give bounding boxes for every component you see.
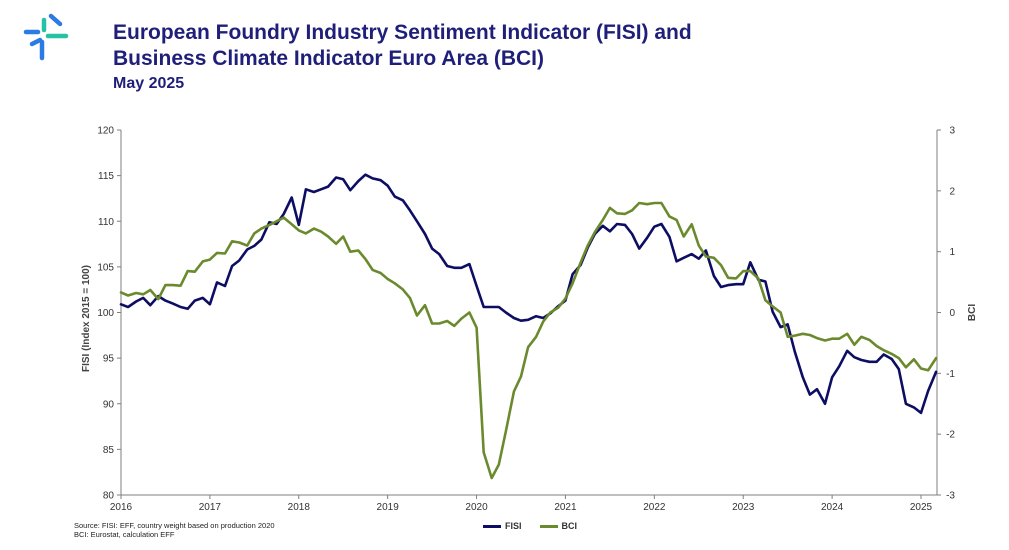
logo-stroke-5	[29, 37, 43, 47]
x-tick-label: 2016	[110, 502, 133, 513]
y-left-tick-label: 105	[97, 262, 114, 273]
source-note: Source: FISI: EFF, country weight based …	[74, 521, 275, 539]
x-tick-label: 2022	[643, 502, 666, 513]
chart-legend: FISI BCI	[483, 521, 595, 531]
y-left-tick-label: 90	[103, 399, 115, 410]
y-right-tick-label: 2	[949, 186, 955, 197]
y-left-tick-label: 95	[103, 354, 115, 365]
title-block: European Foundry Industry Sentiment Indi…	[113, 20, 692, 95]
x-tick-label: 2020	[465, 502, 488, 513]
x-tick-label: 2019	[377, 502, 400, 513]
legend-item-bci: BCI	[539, 521, 578, 531]
x-tick-label: 2024	[821, 502, 844, 513]
y-right-tick-label: -2	[946, 430, 955, 441]
legend-item-fisi: FISI	[483, 521, 522, 531]
y-axis-right-label: BCI	[967, 304, 978, 321]
y-axis-left-label: FISI (Index 2015 = 100)	[81, 265, 92, 372]
series-line-bci	[119, 201, 938, 480]
chart-title-line-2: Business Climate Indicator Euro Area (BC…	[113, 47, 544, 70]
y-left-tick-label: 80	[103, 491, 115, 502]
logo-stroke-2	[48, 13, 63, 27]
y-right-tick-label: 1	[949, 247, 955, 258]
legend-label-fisi: FISI	[505, 521, 522, 531]
x-tick-label: 2025	[910, 502, 933, 513]
x-tick-label: 2017	[199, 502, 222, 513]
y-right-tick-label: 3	[949, 126, 955, 137]
source-line-2: BCI: Eurostat, calculation EFF	[74, 530, 175, 539]
x-tick-label: 2018	[288, 502, 311, 513]
y-left-tick-label: 120	[97, 126, 114, 137]
y-left-tick-label: 100	[97, 308, 114, 319]
y-left-tick-label: 115	[98, 171, 114, 182]
x-tick-label: 2023	[732, 502, 755, 513]
y-right-tick-label: 0	[949, 308, 955, 319]
series-line-fisi	[119, 173, 938, 415]
chart-axes	[117, 129, 941, 499]
y-left-tick-label: 110	[98, 217, 114, 228]
y-left-tick-label: 85	[103, 445, 115, 456]
legend-swatch-fisi	[483, 524, 501, 528]
legend-swatch-bci	[539, 524, 558, 528]
y-right-tick-label: -3	[946, 491, 955, 502]
y-right-tick-label: -1	[946, 369, 955, 380]
source-line-1: Source: FISI: EFF, country weight based …	[74, 521, 275, 530]
chart-title-line-1: European Foundry Industry Sentiment Indi…	[113, 21, 692, 44]
chart-ticks: 80 85 90 95 100 105 110 115 120 -3 -2 -1 0 1 2 3 2016 201…	[97, 126, 955, 514]
legend-label-bci: BCI	[561, 521, 578, 531]
chart-subtitle: May 2025	[113, 75, 185, 92]
chart-series	[119, 173, 938, 480]
x-tick-label: 2021	[554, 502, 577, 513]
eff-logo	[23, 13, 69, 61]
